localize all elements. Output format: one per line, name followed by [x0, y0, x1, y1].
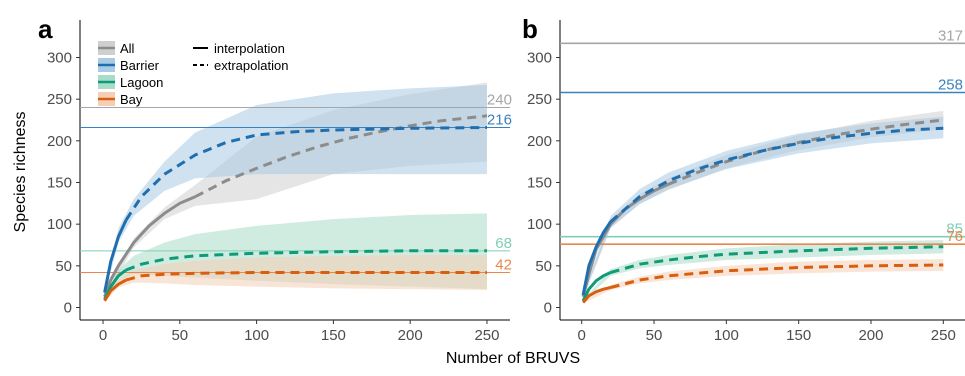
y-tick-label: 250 [527, 91, 552, 108]
panel-b: 0 50 100 150 200 250 300 0 50 100 150 200 250 317 258 8… [527, 20, 965, 344]
legend-label-bay: Bay [120, 92, 143, 107]
confidence-band-bay [583, 259, 944, 304]
legend-label-barrier: Barrier [120, 58, 160, 73]
legend: All Barrier Lagoon Bay interpolation extrapol… [98, 41, 288, 107]
extrapolation-line-lagoon [610, 245, 944, 274]
x-tick-label: 200 [858, 327, 883, 344]
x-tick-label: 0 [99, 327, 107, 344]
y-axis-title: Species richness [12, 112, 29, 233]
x-axis-title: Number of BRUVS [446, 350, 580, 367]
interpolation-line-bay [581, 286, 611, 304]
asymptote-label-all: 317 [938, 27, 963, 44]
panel-b-letter: b [522, 14, 538, 44]
interpolation-line-bay [103, 278, 127, 302]
y-tick-label: 150 [47, 175, 72, 192]
y-tick-label: 0 [544, 300, 552, 317]
panel-a-letter: a [38, 14, 53, 44]
y-tick-label: 200 [47, 133, 72, 150]
asymptote-label-all: 240 [487, 92, 512, 109]
y-tick-label: 300 [47, 50, 72, 67]
x-tick-label: 50 [646, 327, 663, 344]
interpolation-line-lagoon [581, 271, 612, 302]
extrapolation-line-bay [610, 263, 944, 289]
extrapolation-line-all [667, 118, 944, 186]
x-tick-label: 50 [171, 327, 188, 344]
legend-linetype-label: extrapolation [214, 58, 288, 73]
y-tick-label: 250 [47, 91, 72, 108]
y-tick-label: 50 [55, 258, 72, 275]
y-tick-label: 50 [535, 258, 552, 275]
asymptote-label-bay: 76 [946, 228, 963, 245]
extrapolation-line-barrier [609, 126, 944, 223]
y-tick-label: 0 [64, 300, 72, 317]
x-tick-label: 150 [321, 327, 346, 344]
legend-linetype-label: interpolation [214, 41, 285, 56]
extrapolation-line-barrier [124, 126, 488, 221]
x-tick-label: 100 [244, 327, 269, 344]
y-tick-label: 150 [527, 175, 552, 192]
asymptote-label-lagoon: 68 [495, 235, 512, 252]
legend-label-all: All [120, 41, 135, 56]
confidence-band-lagoon [583, 240, 944, 302]
interpolation-line-barrier [103, 219, 128, 293]
confidence-band-barrier [583, 116, 944, 297]
y-tick-label: 200 [527, 133, 552, 150]
asymptote-label-barrier: 216 [487, 112, 512, 129]
legend-label-lagoon: Lagoon [120, 75, 163, 90]
y-tick-label: 100 [47, 216, 72, 233]
confidence-band-barrier [104, 85, 487, 296]
y-tick-label: 300 [527, 50, 552, 67]
extrapolation-line-bay [125, 271, 487, 282]
x-tick-label: 0 [578, 327, 586, 344]
asymptote-label-lagoon: 85 [946, 221, 963, 238]
y-tick-label: 100 [527, 216, 552, 233]
x-tick-label: 250 [931, 327, 956, 344]
panel-a: 0 50 100 150 200 250 300 0 50 100 150 200 250 240 216 6… [47, 20, 512, 344]
asymptote-label-barrier: 258 [938, 77, 963, 94]
extrapolation-line-lagoon [125, 249, 487, 272]
x-tick-label: 250 [474, 327, 499, 344]
asymptote-label-bay: 42 [495, 257, 512, 274]
x-tick-label: 200 [398, 327, 423, 344]
x-tick-label: 100 [714, 327, 739, 344]
interpolation-line-all [103, 195, 196, 298]
x-tick-label: 150 [786, 327, 811, 344]
interpolation-line-barrier [581, 220, 612, 296]
extrapolation-line-all [194, 114, 488, 199]
confidence-band-bay [104, 255, 487, 302]
